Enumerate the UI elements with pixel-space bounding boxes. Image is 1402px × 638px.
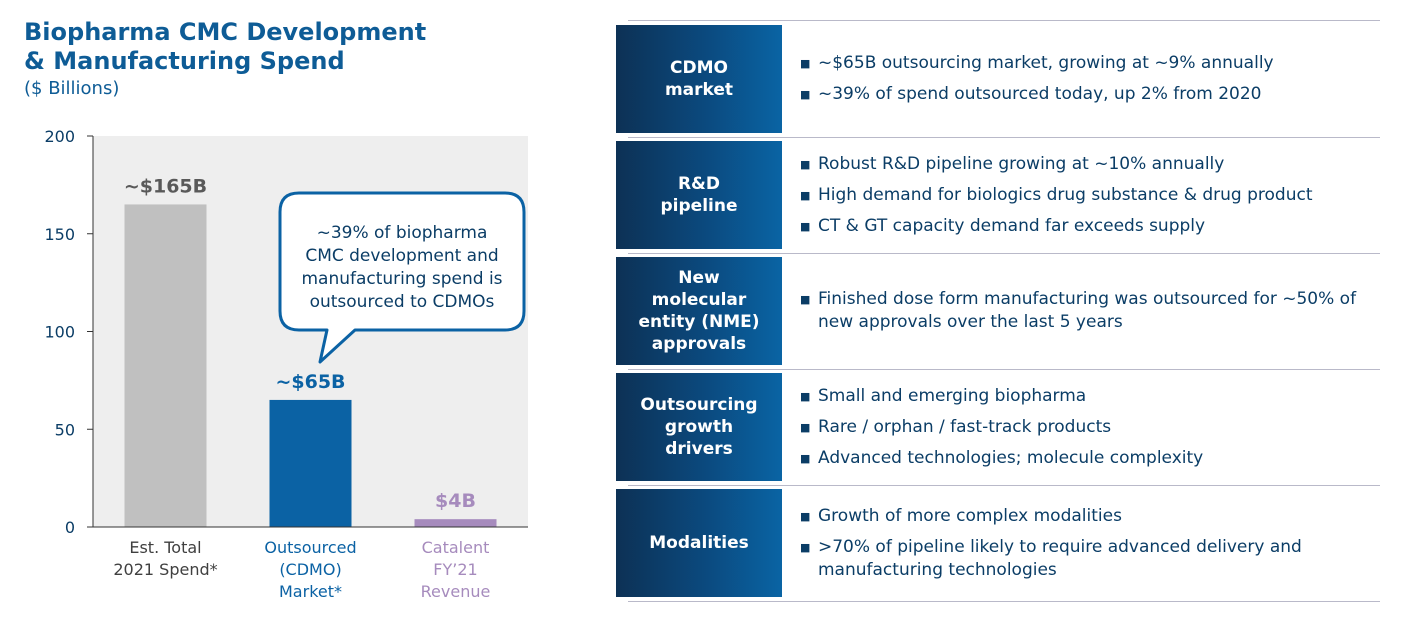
bullet-item: ■ Advanced technologies; molecule complex… <box>800 447 1372 470</box>
bullet-text: ~$65B outsourcing market, growing at ~9%… <box>818 53 1274 73</box>
chart-subtitle: ($ Billions) <box>24 78 120 99</box>
bar-data-label: ~$165B <box>124 175 207 197</box>
bar-data-label: $4B <box>435 490 476 512</box>
callout-bubble: ~39% of biopharma CMC development and manu… <box>278 191 526 364</box>
x-category-label-line: Market* <box>279 582 342 601</box>
row-label: Outsourcing growth drivers <box>616 373 782 481</box>
bullet-item: ■ CT & GT capacity demand far exceeds sup… <box>800 215 1372 238</box>
row-label: CDMO market <box>616 25 782 133</box>
bullet-item: ■ Robust R&D pipeline growing at ~10% ann… <box>800 153 1372 176</box>
x-category-label: Est. Total 2021 Spend* <box>113 538 217 579</box>
bullet-text: Finished dose form manufacturing was out… <box>818 289 1357 332</box>
row-divider <box>628 137 1380 138</box>
row-label: R&D pipeline <box>616 141 782 249</box>
row-divider <box>628 369 1380 370</box>
square-bullet-icon: ■ <box>800 88 811 101</box>
bullet-list: ■ ~$65B outsourcing market, growing at ~9… <box>800 25 1372 133</box>
driver-row: New molecular entity (NME) approvals ■ Fin… <box>616 257 1380 365</box>
x-category-label-line: (CDMO) <box>279 560 341 579</box>
y-tick-label: 200 <box>44 127 75 146</box>
y-tick-label: 100 <box>44 323 75 342</box>
row-label: Modalities <box>616 489 782 597</box>
bullet-list: ■ Finished dose form manufacturing was ou… <box>800 257 1372 365</box>
callout-text-line: manufacturing spend is <box>301 269 502 289</box>
bullet-list: ■ Small and emerging biopharma ■ Rare / orp… <box>800 373 1372 481</box>
bar <box>269 399 352 527</box>
driver-row: Modalities ■ Growth of more complex modali… <box>616 489 1380 597</box>
row-divider <box>628 601 1380 602</box>
callout-text-line: CMC development and <box>305 246 498 266</box>
x-category-label-line: Est. Total <box>129 538 201 557</box>
square-bullet-icon: ■ <box>800 219 811 233</box>
square-bullet-icon: ■ <box>800 188 811 202</box>
bullet-item: ■ ~39% of spend outsourced today, up 2% f… <box>800 83 1372 106</box>
x-category-label: Outsourced (CDMO) Market* <box>264 538 356 601</box>
drivers-table: CDMO market ■ ~$65B outsourcing market, gr… <box>616 0 1380 638</box>
bar <box>414 519 497 527</box>
bullet-text: Robust R&D pipeline growing at ~10% annu… <box>818 153 1225 174</box>
y-tick-label: 0 <box>65 518 75 537</box>
bullet-text: Rare / orphan / fast-track products <box>818 416 1112 437</box>
row-divider <box>628 20 1380 21</box>
row-divider <box>628 485 1380 486</box>
callout-text: ~39% of biopharma CMC development and manu… <box>301 223 502 312</box>
callout-shape <box>278 191 526 364</box>
bullet-text: CT & GT capacity demand far exceeds supp… <box>818 215 1206 236</box>
square-bullet-icon: ■ <box>800 509 811 523</box>
bullet-item: ■ High demand for biologics drug substanc… <box>800 184 1372 207</box>
chart-title: Biopharma CMC Development & Manufacturin… <box>24 18 427 75</box>
x-category-label: Catalent FY’21 Revenue <box>421 538 491 601</box>
y-tick-label: 150 <box>44 225 75 244</box>
bullet-item: ■ >70% of pipeline likely to require adva… <box>800 536 1372 582</box>
bullet-item: ■ Growth of more complex modalities <box>800 505 1372 528</box>
x-category-label-line: FY’21 <box>433 560 477 579</box>
row-divider <box>628 253 1380 254</box>
bullet-item: ■ Finished dose form manufacturing was ou… <box>800 288 1372 334</box>
square-bullet-icon: ■ <box>800 540 811 554</box>
callout-text-line: outsourced to CDMOs <box>310 292 495 312</box>
square-bullet-icon: ■ <box>800 157 811 171</box>
bullet-list: ■ Growth of more complex modalities ■ >70% … <box>800 489 1372 597</box>
callout-text-line: ~39% of biopharma <box>317 223 488 243</box>
driver-row: Outsourcing growth drivers ■ Small and eme… <box>616 373 1380 481</box>
bullet-list: ■ Robust R&D pipeline growing at ~10% ann… <box>800 141 1372 249</box>
x-category-label-line: 2021 Spend* <box>113 560 217 579</box>
y-tick-label: 50 <box>55 420 75 439</box>
x-category-label-line: Outsourced <box>264 538 356 557</box>
bullet-text: ~39% of spend outsourced today, up 2% fr… <box>818 84 1262 104</box>
square-bullet-icon: ■ <box>800 451 811 465</box>
bar <box>124 204 207 528</box>
bullet-text: Small and emerging biopharma <box>818 385 1087 406</box>
bullet-text: Advanced technologies; molecule complexi… <box>818 447 1204 468</box>
bullet-item: ■ Rare / orphan / fast-track products <box>800 416 1372 439</box>
x-category-label-line: Revenue <box>421 582 491 601</box>
bar-data-label: ~$65B <box>275 371 345 393</box>
row-label: New molecular entity (NME) approvals <box>616 257 782 365</box>
bullet-text: High demand for biologics drug substance… <box>818 184 1313 205</box>
square-bullet-icon: ■ <box>800 57 811 70</box>
square-bullet-icon: ■ <box>800 389 811 403</box>
square-bullet-icon: ■ <box>800 420 811 434</box>
square-bullet-icon: ■ <box>800 293 811 306</box>
bullet-text: Growth of more complex modalities <box>818 505 1122 526</box>
bullet-item: ■ ~$65B outsourcing market, growing at ~9… <box>800 52 1372 75</box>
bullet-text: >70% of pipeline likely to require advan… <box>818 536 1302 580</box>
bullet-item: ■ Small and emerging biopharma <box>800 385 1372 408</box>
bar-chart: 0 50 100 150 200 ~$165B Est. Total 2021 Spend* ~… <box>44 127 528 601</box>
driver-row: R&D pipeline ■ Robust R&D pipeline growing… <box>616 141 1380 249</box>
driver-row: CDMO market ■ ~$65B outsourcing market, gr… <box>616 25 1380 133</box>
x-category-label-line: Catalent <box>422 538 490 557</box>
